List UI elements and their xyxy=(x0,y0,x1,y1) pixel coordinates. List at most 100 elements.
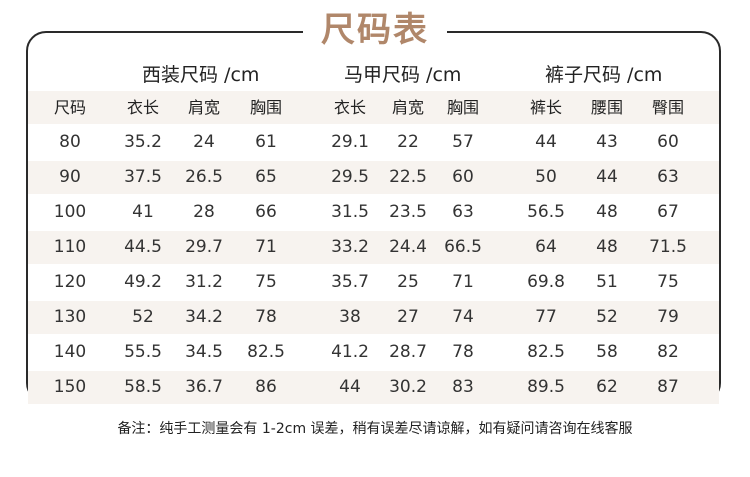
table-cell: 22.5 xyxy=(389,167,427,187)
table-cell: 27 xyxy=(397,307,419,327)
table-cell: 28 xyxy=(193,202,215,222)
column-header: 胸围 xyxy=(446,98,479,117)
table-cell: 48 xyxy=(596,202,618,222)
table-cell: 23.5 xyxy=(389,202,427,222)
column-header: 尺码 xyxy=(53,98,86,117)
table-cell: 86 xyxy=(255,377,277,397)
table-row: 80 35.2 24 61 29.1 22 57 44 43 60 xyxy=(28,126,719,159)
size-cell: 120 xyxy=(53,272,87,292)
table-cell: 34.5 xyxy=(185,342,223,362)
table-cell: 38 xyxy=(339,307,361,327)
table-cell: 51 xyxy=(596,272,618,292)
table-row: 140 55.5 34.5 82.5 41.2 28.7 78 82.5 58 82 xyxy=(28,336,719,369)
table-cell: 29.7 xyxy=(185,237,223,257)
table-cell: 28.7 xyxy=(389,342,427,362)
table-cell: 37.5 xyxy=(124,167,162,187)
table-cell: 31.5 xyxy=(331,202,369,222)
table-cell: 66.5 xyxy=(444,237,482,257)
table-cell: 75 xyxy=(255,272,277,292)
title-wrap: 尺码表 xyxy=(0,8,750,52)
group-head-suit: 西装尺码 /cm xyxy=(142,64,260,86)
table-cell: 63 xyxy=(452,202,474,222)
group-head-vest: 马甲尺码 /cm xyxy=(344,64,462,86)
column-header: 衣长 xyxy=(333,98,366,117)
table-row: 130 52 34.2 78 38 27 74 77 52 79 xyxy=(28,301,719,334)
column-header: 衣长 xyxy=(126,98,159,117)
footnote: 备注：纯手工测量会有 1-2cm 误差，稍有误差尽请谅解，如有疑问请咨询在线客服 xyxy=(117,421,633,437)
column-header: 腰围 xyxy=(590,98,623,117)
table-cell: 83 xyxy=(452,377,474,397)
size-cell: 150 xyxy=(53,377,87,397)
size-cell: 130 xyxy=(53,307,87,327)
table-cell: 58.5 xyxy=(124,377,162,397)
table-cell: 44 xyxy=(596,167,618,187)
table-cell: 52 xyxy=(132,307,154,327)
table-cell: 55.5 xyxy=(124,342,162,362)
table-row: 100 41 28 66 31.5 23.5 63 56.5 48 67 xyxy=(28,196,719,229)
table-cell: 69.8 xyxy=(527,272,565,292)
column-header: 臀围 xyxy=(651,98,684,117)
table-cell: 57 xyxy=(452,132,474,152)
column-header: 肩宽 xyxy=(391,98,424,117)
table-row: 150 58.5 36.7 86 44 30.2 83 89.5 62 87 xyxy=(28,371,719,404)
table-cell: 29.5 xyxy=(331,167,369,187)
table-cell: 78 xyxy=(255,307,277,327)
table-header-row: 尺码 衣长 肩宽 胸围 衣长 肩宽 胸围 裤长 腰围 臀围 xyxy=(28,91,719,124)
table-cell: 67 xyxy=(657,202,679,222)
table-cell: 49.2 xyxy=(124,272,162,292)
table-cell: 30.2 xyxy=(389,377,427,397)
table-row: 90 37.5 26.5 65 29.5 22.5 60 50 44 63 xyxy=(28,161,719,194)
table-cell: 24 xyxy=(193,132,215,152)
table-cell: 82.5 xyxy=(527,342,565,362)
page-title: 尺码表 xyxy=(303,8,447,52)
table-cell: 36.7 xyxy=(185,377,223,397)
column-header: 裤长 xyxy=(529,98,562,117)
group-head-pants: 裤子尺码 /cm xyxy=(545,64,663,86)
table-cell: 77 xyxy=(535,307,557,327)
table-cell: 79 xyxy=(657,307,679,327)
table-cell: 64 xyxy=(535,237,557,257)
table-cell: 78 xyxy=(452,342,474,362)
table-cell: 22 xyxy=(397,132,419,152)
size-cell: 110 xyxy=(53,237,87,257)
table-cell: 66 xyxy=(255,202,277,222)
table-row: 110 44.5 29.7 71 33.2 24.4 66.5 64 48 71.5 xyxy=(28,231,719,264)
table-cell: 75 xyxy=(657,272,679,292)
table-cell: 24.4 xyxy=(389,237,427,257)
size-cell: 140 xyxy=(53,342,87,362)
column-header: 胸围 xyxy=(249,98,282,117)
table-cell: 71 xyxy=(452,272,474,292)
table-cell: 48 xyxy=(596,237,618,257)
table-cell: 41.2 xyxy=(331,342,369,362)
table-cell: 25 xyxy=(397,272,419,292)
table-cell: 35.7 xyxy=(331,272,369,292)
table-cell: 65 xyxy=(255,167,277,187)
table-cell: 29.1 xyxy=(331,132,369,152)
table-cell: 71.5 xyxy=(649,237,687,257)
table-cell: 44 xyxy=(339,377,361,397)
table-cell: 60 xyxy=(452,167,474,187)
table-cell: 44 xyxy=(535,132,557,152)
table-cell: 62 xyxy=(596,377,618,397)
table-cell: 56.5 xyxy=(527,202,565,222)
table-cell: 71 xyxy=(255,237,277,257)
table-cell: 74 xyxy=(452,307,474,327)
size-cell: 90 xyxy=(59,167,81,187)
table-cell: 63 xyxy=(657,167,679,187)
table-cell: 41 xyxy=(132,202,154,222)
table-cell: 44.5 xyxy=(124,237,162,257)
table-row: 120 49.2 31.2 75 35.7 25 71 69.8 51 75 xyxy=(28,266,719,299)
column-header: 肩宽 xyxy=(187,98,220,117)
table-cell: 26.5 xyxy=(185,167,223,187)
size-cell: 80 xyxy=(59,132,81,152)
table-cell: 33.2 xyxy=(331,237,369,257)
table-cell: 35.2 xyxy=(124,132,162,152)
table-cell: 58 xyxy=(596,342,618,362)
table-cell: 31.2 xyxy=(185,272,223,292)
table-cell: 52 xyxy=(596,307,618,327)
table-cell: 87 xyxy=(657,377,679,397)
table-cell: 43 xyxy=(596,132,618,152)
table-cell: 34.2 xyxy=(185,307,223,327)
table-cell: 89.5 xyxy=(527,377,565,397)
table-cell: 60 xyxy=(657,132,679,152)
